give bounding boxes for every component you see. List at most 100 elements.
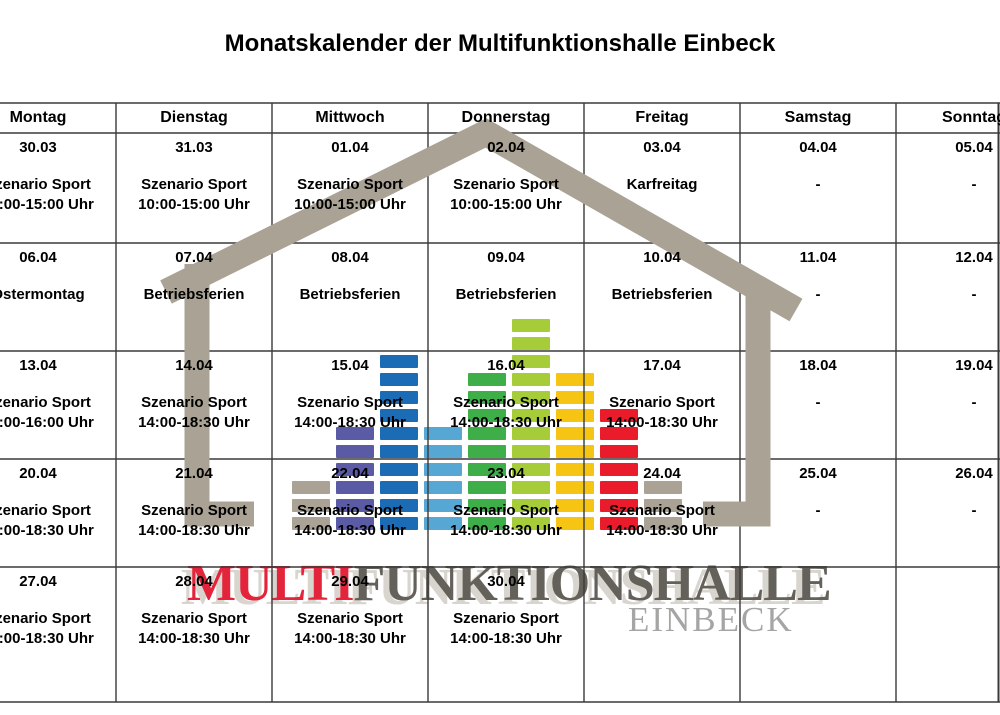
cell-date: 20.04 [19, 465, 57, 482]
cell-event: Szenario Sport 14:00-18:30 Uhr [450, 502, 562, 539]
cell-event: Betriebsferien [611, 286, 713, 303]
equalizer-bar-purple [336, 481, 374, 494]
equalizer-bar-yellow-green [512, 427, 550, 440]
equalizer-bar-blue [380, 391, 418, 404]
cell-date: 09.04 [487, 249, 525, 266]
cell-event: - [815, 394, 821, 411]
day-header-mittwoch: Mittwoch [315, 109, 385, 126]
equalizer-bar-gray-left [292, 517, 330, 530]
cell-event: Szenario Sport 14:00-18:30 Uhr [0, 610, 94, 647]
cell-event: - [815, 176, 821, 193]
cell-event: Szenario Sport 14:00-18:30 Uhr [138, 502, 250, 539]
cell-event: - [971, 502, 977, 519]
equalizer-bar-green [468, 481, 506, 494]
equalizer-bar-green [468, 445, 506, 458]
equalizer-bar-purple [336, 463, 374, 476]
equalizer-bar-red [600, 463, 638, 476]
equalizer-bar-red [600, 517, 638, 530]
cell-event: Szenario Sport 14:00-18:30 Uhr [606, 394, 718, 431]
day-header-sonntag: Sonntag [942, 109, 1000, 126]
cell-date: 19.04 [955, 357, 993, 374]
cell-date: 16.04 [487, 357, 525, 374]
cell-date: 02.04 [487, 139, 525, 156]
cell-event: Szenario Sport 14:00-18:30 Uhr [450, 610, 562, 647]
cell-date: 10.04 [643, 249, 681, 266]
equalizer-bar-light-blue [424, 463, 462, 476]
cell-date: 01.04 [331, 139, 369, 156]
equalizer-bar-green [468, 517, 506, 530]
equalizer-bar-light-blue [424, 427, 462, 440]
cell-event: Szenario Sport 14:00-16:00 Uhr [0, 394, 94, 431]
cell-date: 29.04 [331, 573, 369, 590]
equalizer-bar-green [468, 373, 506, 386]
cell-date: 06.04 [19, 249, 57, 266]
cell-date: 30.03 [19, 139, 57, 156]
equalizer-bar-blue [380, 427, 418, 440]
cell-event: Szenario Sport 14:00-18:30 Uhr [0, 502, 94, 539]
cell-event: Szenario Sport 14:00-18:30 Uhr [294, 502, 406, 539]
day-header-freitag: Freitag [635, 109, 689, 126]
equalizer-bar-blue [380, 481, 418, 494]
equalizer-bar-blue [380, 373, 418, 386]
cell-event: Szenario Sport 14:00-18:30 Uhr [138, 394, 250, 431]
cell-event: Szenario Sport 14:00-18:30 Uhr [606, 502, 718, 539]
wordmark-subtitle-text: EINBECK [628, 600, 794, 639]
cell-event: Betriebsferien [455, 286, 557, 303]
cell-event: - [971, 394, 977, 411]
equalizer-bar-red [600, 445, 638, 458]
equalizer-bar-blue [380, 445, 418, 458]
equalizer-bar-green [468, 499, 506, 512]
wordmark-multi-text: MULTI [187, 555, 354, 612]
cell-date: 25.04 [799, 465, 837, 482]
cell-event: Ostermontag [0, 286, 85, 303]
equalizer-bar-yellow-green [512, 445, 550, 458]
day-header-samstag: Samstag [784, 109, 852, 126]
cell-date: 27.04 [19, 573, 57, 590]
house-left-wall [184, 264, 254, 527]
cell-date: 12.04 [955, 249, 993, 266]
cell-event: Szenario Sport 10:00-15:00 Uhr [294, 176, 406, 213]
page-title: Monatskalender der Multifunktionshalle E… [224, 30, 776, 57]
equalizer-bar-purple [336, 445, 374, 458]
cell-date: 26.04 [955, 465, 993, 482]
cell-date: 13.04 [19, 357, 57, 374]
cell-event: Szenario Sport 14:00-18:30 Uhr [138, 610, 250, 647]
equalizer-bar-gray-right [644, 517, 682, 530]
cell-event: - [971, 176, 977, 193]
equalizer-bar-yellow-green [512, 463, 550, 476]
equalizer-bar-light-blue [424, 517, 462, 530]
equalizer-bar-yellow-green [512, 373, 550, 386]
equalizer-bar-light-blue [424, 499, 462, 512]
equalizer-bar-blue [380, 517, 418, 530]
cell-date: 11.04 [799, 249, 837, 266]
cell-date: 04.04 [799, 139, 837, 156]
house-roof [160, 118, 803, 322]
cell-date: 28.04 [175, 573, 213, 590]
cell-date: 15.04 [331, 357, 369, 374]
equalizer-bar-red [600, 409, 638, 422]
equalizer-bar-yellow-green [512, 499, 550, 512]
cell-date: 17.04 [643, 357, 681, 374]
cell-event: Betriebsferien [143, 286, 245, 303]
equalizer-bar-blue [380, 499, 418, 512]
wordmark-funktionshalle-text: FUNKTIONSHALLE [353, 555, 831, 612]
equalizer-bar-yellow-green [512, 355, 550, 368]
day-header-donnerstag: Donnerstag [461, 109, 551, 126]
equalizer-bar-light-blue [424, 445, 462, 458]
house-right-wall [703, 296, 771, 527]
equalizer-bar-gray-right [644, 499, 682, 512]
equalizer-bar-gray-left [292, 499, 330, 512]
day-header-montag: Montag [9, 109, 67, 126]
equalizer-bar-yellow-green [512, 391, 550, 404]
equalizer-bar-red [600, 481, 638, 494]
equalizer-bar-green [468, 427, 506, 440]
equalizer-bar-yellow-green [512, 337, 550, 350]
equalizer-bar-purple [336, 427, 374, 440]
cell-date: 22.04 [331, 465, 369, 482]
cell-event: Betriebsferien [299, 286, 401, 303]
equalizer-bar-purple [336, 499, 374, 512]
equalizer-bar-blue [380, 409, 418, 422]
